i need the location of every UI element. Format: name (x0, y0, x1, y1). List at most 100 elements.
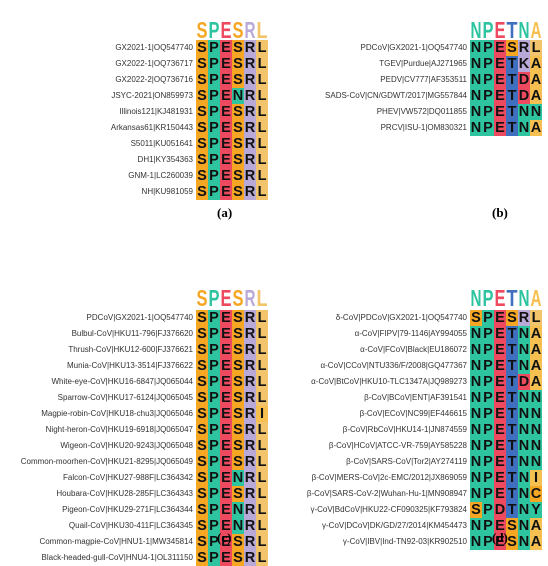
residue-cell: R (244, 342, 256, 358)
sequence-label: δ-CoV|PDCoV|GX2021-1|OQ547740 (335, 313, 467, 322)
residue-cell: S (196, 358, 208, 374)
residue-cell: R (244, 310, 256, 326)
residue-cell: P (482, 56, 494, 72)
residue-cell: A (530, 342, 542, 358)
alignment-row: GNM-1|LC260039 S P E S R L (0, 168, 268, 184)
caption-c: (c) (217, 530, 232, 545)
residue-cell: N (232, 470, 244, 486)
alignment-row: α-CoV|FIPV|79-1146|AY994055 N P E T N A (274, 326, 542, 342)
residue-cell: E (220, 406, 232, 422)
residue-cell: N (470, 40, 482, 56)
alignment-c: PDCoV|GX2021-1|OQ547740 S P E S R L Bulbul-CoV|… (0, 310, 268, 566)
residue-cell: E (494, 406, 506, 422)
residue-cell: L (256, 40, 268, 56)
residue-cell: P (482, 104, 494, 120)
residue-cell: E (494, 422, 506, 438)
alignment-row: β-CoV|BCoV|ENT|AF391541 N P E T N N (274, 390, 542, 406)
sequence-label: Illinois121|KJ481931 (119, 107, 193, 116)
residue-cell: N (470, 358, 482, 374)
residue-cell: L (256, 358, 268, 374)
residue-cell: N (232, 88, 244, 104)
residue-cell: S (196, 374, 208, 390)
logo-letter: L (257, 16, 268, 40)
residue-cell: N (470, 72, 482, 88)
residue-cell: S (506, 518, 518, 534)
residue-cell: S (232, 550, 244, 566)
sequence-label: Wigeon-CoV|HKU20-9243|JQ065048 (60, 441, 193, 450)
logo-letter: N (519, 284, 530, 308)
residue-cell: L (256, 152, 268, 168)
logo-letter: R (245, 284, 256, 308)
residue-cell: N (518, 342, 530, 358)
residue-cell: P (208, 470, 220, 486)
residue-cell: A (530, 56, 542, 72)
residue-cell: N (470, 454, 482, 470)
residue-cell: P (482, 72, 494, 88)
alignment-row: SADS-CoV|CN/GDWT/2017|MG557844 N P E T D A (274, 88, 542, 104)
sequence-label: Black-headed-gull-CoV|HNU4-1|OL311150 (41, 553, 194, 562)
alignment-row: Pigeon-CoV|HKU29-271F|LC364344 S P E N R L (0, 502, 268, 518)
sequence-label: Magpie-robin-CoV|HKU18-chu3|JQ065046 (41, 409, 193, 418)
residue-cell: R (244, 184, 256, 200)
residue-cell: S (196, 104, 208, 120)
residue-cell: P (482, 310, 494, 326)
residue-cell: R (244, 374, 256, 390)
residue-cell: T (506, 104, 518, 120)
residue-cell: N (470, 534, 482, 550)
residue-cell: N (470, 104, 482, 120)
residue-cell: I (530, 470, 542, 486)
residue-cell: E (220, 518, 232, 534)
residue-cell: D (518, 72, 530, 88)
residue-cell: P (208, 40, 220, 56)
residue-cell: N (470, 406, 482, 422)
logo-letter: A (531, 16, 542, 40)
residue-cell: N (518, 502, 530, 518)
alignment-row: Bulbul-CoV|HKU11-796|FJ376620 S P E S R L (0, 326, 268, 342)
residue-cell: E (220, 184, 232, 200)
residue-cell: E (494, 88, 506, 104)
residue-cell: P (208, 454, 220, 470)
residue-cell: T (506, 56, 518, 72)
alignment-row: White-eye-CoV|HKU16-6847|JQ065044 S P E S R L (0, 374, 268, 390)
residue-cell: E (220, 550, 232, 566)
sequence-label: Thrush-CoV|HKU12-600|FJ376621 (68, 345, 193, 354)
residue-cell: L (256, 120, 268, 136)
residue-cell: P (208, 72, 220, 88)
residue-cell: R (244, 104, 256, 120)
residue-cell: L (256, 310, 268, 326)
residue-cell: S (232, 152, 244, 168)
residue-cell: P (482, 438, 494, 454)
residue-cell: E (494, 486, 506, 502)
residue-cell: S (196, 470, 208, 486)
sequence-label: γ-CoV|BdCoV|HKU22-CF090325|KF793824 (310, 505, 467, 514)
residue-cell: S (196, 342, 208, 358)
residue-cell: E (494, 518, 506, 534)
residue-cell: P (482, 518, 494, 534)
sequence-label: Bulbul-CoV|HKU11-796|FJ376620 (71, 329, 193, 338)
residue-cell: E (220, 486, 232, 502)
residue-cell: E (494, 342, 506, 358)
logo-letter: E (221, 284, 232, 308)
residue-cell: N (518, 422, 530, 438)
residue-cell: P (482, 342, 494, 358)
logo-letter: R (245, 16, 256, 40)
alignment-row: β-CoV|ECoV|NC99|EF446615 N P E T N N (274, 406, 542, 422)
logo-letter: E (495, 284, 506, 308)
sequence-label: Houbara-CoV|HKU28-285F|LC364343 (56, 489, 193, 498)
residue-cell: R (244, 88, 256, 104)
logo-letter: A (531, 284, 542, 308)
residue-cell: P (208, 502, 220, 518)
